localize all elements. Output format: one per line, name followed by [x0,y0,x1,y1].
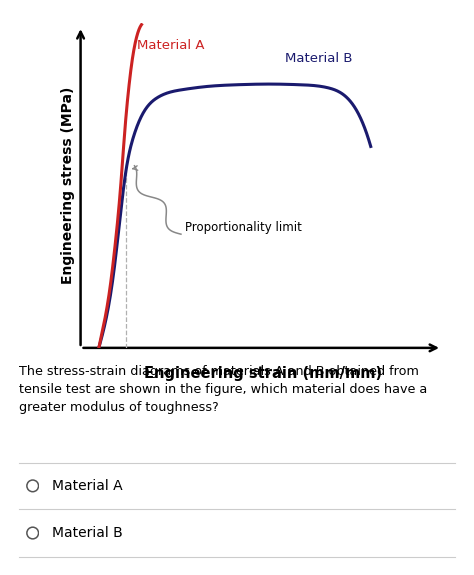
Text: Material B: Material B [285,52,353,65]
Text: Proportionality limit: Proportionality limit [184,221,301,234]
Y-axis label: Engineering stress (MPa): Engineering stress (MPa) [61,87,75,284]
X-axis label: Engineering strain (mm/mm): Engineering strain (mm/mm) [144,366,382,381]
Text: Material A: Material A [52,479,123,493]
Text: Material B: Material B [52,526,123,540]
Text: Material A: Material A [137,39,205,52]
Text: The stress-strain diagrams of materials A and B obtained from
tensile test are s: The stress-strain diagrams of materials … [19,365,427,414]
